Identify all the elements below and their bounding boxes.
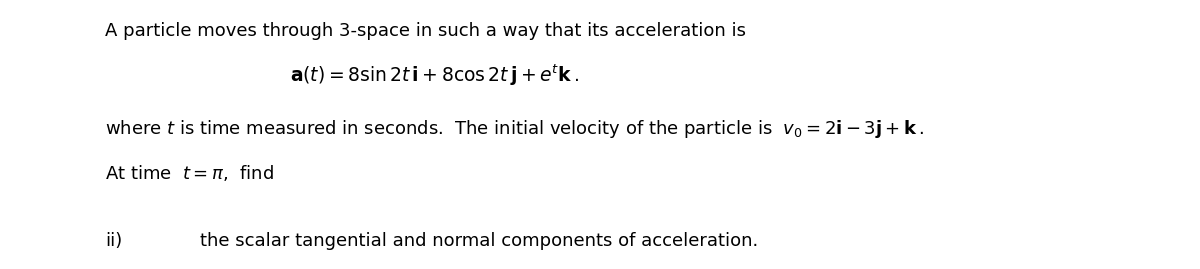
Text: A particle moves through 3-space in such a way that its acceleration is: A particle moves through 3-space in such… <box>106 22 746 40</box>
Text: the scalar tangential and normal components of acceleration.: the scalar tangential and normal compone… <box>200 232 758 250</box>
Text: At time  $t = \pi$,  find: At time $t = \pi$, find <box>106 163 274 183</box>
Text: ii): ii) <box>106 232 122 250</box>
Text: where $t$ is time measured in seconds.  The initial velocity of the particle is : where $t$ is time measured in seconds. T… <box>106 118 924 140</box>
Text: $\mathbf{a}(t) = 8\sin 2t\,\mathbf{i} + 8\cos 2t\,\mathbf{j} + e^t\mathbf{k}\,.$: $\mathbf{a}(t) = 8\sin 2t\,\mathbf{i} + … <box>290 62 580 87</box>
